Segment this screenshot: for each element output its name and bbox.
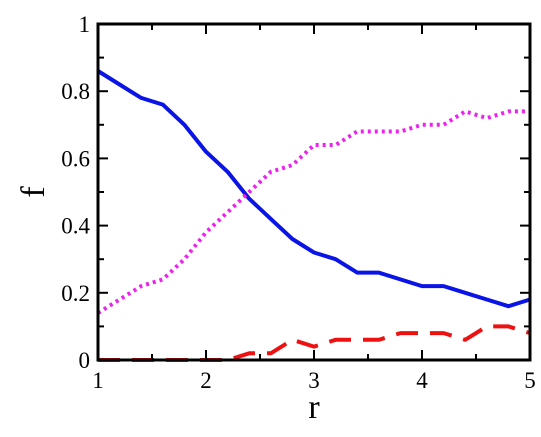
y-tick-label: 0.4 [61,214,90,239]
series-layer [96,69,531,362]
y-tick-label: 1 [79,12,91,37]
y-tick-label: 0.6 [61,146,90,171]
y-tick-label: 0 [79,348,91,373]
tick-layer: 1 2 3 4 5 0 0.2 0.4 0.6 0.8 1 [61,12,536,393]
y-tick-label: 0.2 [61,281,90,306]
y-tick-label: 0.8 [61,79,90,104]
x-axis-title: r [308,389,320,426]
series-line-2-dotted [96,109,530,315]
plot-frame [96,22,532,362]
x-tick-label: 2 [200,368,212,393]
x-tick-label: 4 [416,368,428,393]
x-tick-label: 1 [92,368,104,393]
y-axis-title: f [15,186,52,198]
x-tick-label: 5 [524,368,536,393]
series-line-1-solid [96,69,531,309]
x-tick-label: 3 [308,368,320,393]
